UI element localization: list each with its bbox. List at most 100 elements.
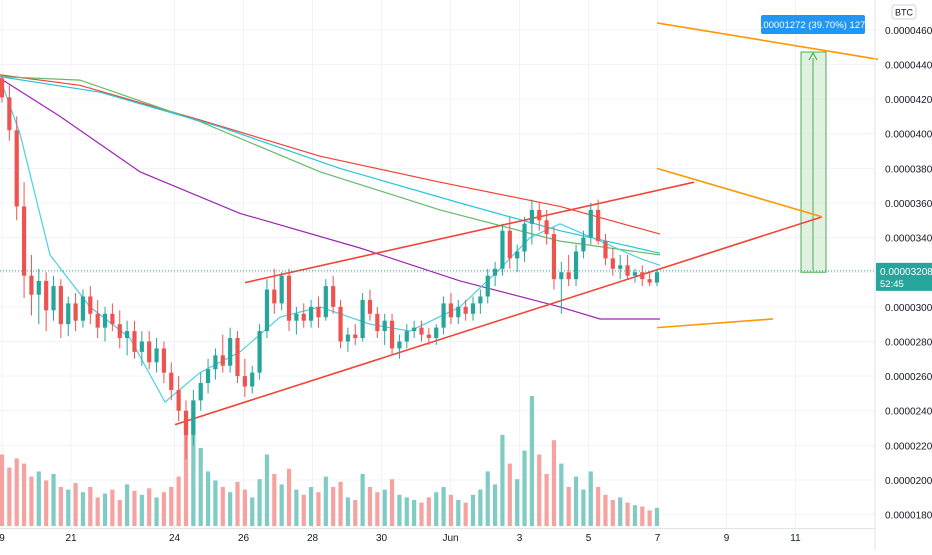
time-tick-label: 11: [790, 533, 801, 544]
candle-body: [448, 303, 454, 318]
candle-body: [360, 299, 365, 339]
candle-body: [125, 331, 130, 339]
last-price-tag: [876, 262, 932, 291]
candle-body: [183, 410, 189, 435]
time-tick-label: 28: [307, 533, 319, 544]
candle-body: [176, 389, 181, 411]
volume-bar: [544, 474, 549, 526]
volume-bar: [581, 489, 586, 526]
volume-bar: [625, 502, 630, 526]
candle-body: [205, 369, 211, 384]
bar-countdown: 52:45: [880, 279, 904, 290]
volume-bar: [596, 487, 601, 526]
candle-body: [566, 272, 571, 280]
candle-body: [80, 296, 86, 321]
currency-badge-label: BTC: [895, 8, 914, 18]
candle-body: [0, 78, 5, 98]
channel-line-middle: [656, 167, 823, 218]
candle-body: [147, 341, 152, 363]
candle-body: [559, 272, 564, 280]
candle-body: [198, 383, 203, 401]
candles: [0, 74, 660, 460]
candle-body: [279, 275, 284, 304]
candle-body: [529, 209, 534, 224]
ma-purple-line: [0, 77, 660, 320]
time-tick-label: 3: [517, 533, 523, 544]
measure-arrow-head-icon: [808, 51, 818, 61]
volume-bar: [0, 454, 5, 526]
volume-bar: [272, 474, 277, 526]
volume-bar: [610, 500, 615, 526]
time-tick-label: 9: [0, 533, 5, 544]
candle-body: [500, 230, 505, 269]
volume-bar: [147, 488, 152, 526]
candle-body: [264, 289, 270, 332]
volume-bar: [176, 476, 181, 526]
candle-body: [286, 275, 292, 321]
volume-bar: [559, 463, 564, 526]
ma-fast-line: [0, 78, 661, 404]
ma-red-line: [0, 74, 661, 235]
candle-body: [51, 286, 56, 311]
time-axis: 9 21 24 26 28 30 Jun 3 5 7 9 11: [0, 528, 875, 544]
candle-body: [331, 286, 336, 307]
volume-bar: [132, 490, 137, 526]
time-tick-label: 9: [724, 533, 730, 544]
volume-bar: [29, 476, 34, 526]
volume-bar: [323, 476, 328, 526]
candle-body: [294, 313, 299, 321]
volume-bar: [309, 487, 314, 526]
volume-bar: [205, 471, 211, 526]
volume-bar: [316, 492, 321, 526]
candle-body: [36, 280, 41, 295]
candle-body: [154, 348, 159, 363]
volume-bar: [647, 510, 652, 526]
volume-bars: [0, 396, 660, 526]
time-tick-label: 26: [238, 533, 250, 544]
volume-bar: [169, 487, 174, 526]
candle-body: [95, 313, 100, 328]
volume-bar: [537, 454, 542, 526]
candle-body: [544, 220, 549, 235]
volume-bar: [80, 492, 86, 526]
volume-bar: [632, 505, 638, 526]
candle-body: [338, 306, 343, 342]
candle-body: [412, 327, 417, 332]
candle-body: [139, 341, 144, 352]
candle-body: [117, 324, 122, 339]
candle-body: [58, 286, 63, 325]
volume-bar: [102, 493, 108, 526]
volume-bar: [14, 458, 19, 526]
volume-bar: [220, 487, 225, 526]
volume-bar: [412, 500, 417, 526]
candle-body: [367, 299, 373, 314]
volume-bar: [95, 497, 100, 526]
candle-body: [632, 272, 638, 276]
volume-bar: [389, 479, 395, 526]
volume-bar: [51, 474, 56, 526]
candle-body: [235, 338, 240, 377]
channel-line-lower: [656, 318, 774, 329]
volume-bar: [36, 471, 41, 526]
volume-bar: [618, 497, 623, 526]
candle-body: [404, 331, 409, 342]
volume-bar: [588, 471, 593, 526]
volume-bar: [360, 474, 365, 526]
volume-bar: [478, 489, 483, 526]
candle-body: [470, 303, 476, 314]
volume-bar: [331, 487, 336, 526]
volume-bar: [463, 502, 468, 526]
candle-body: [485, 275, 490, 297]
candle-body: [397, 341, 402, 349]
moving-averages: [0, 74, 661, 404]
